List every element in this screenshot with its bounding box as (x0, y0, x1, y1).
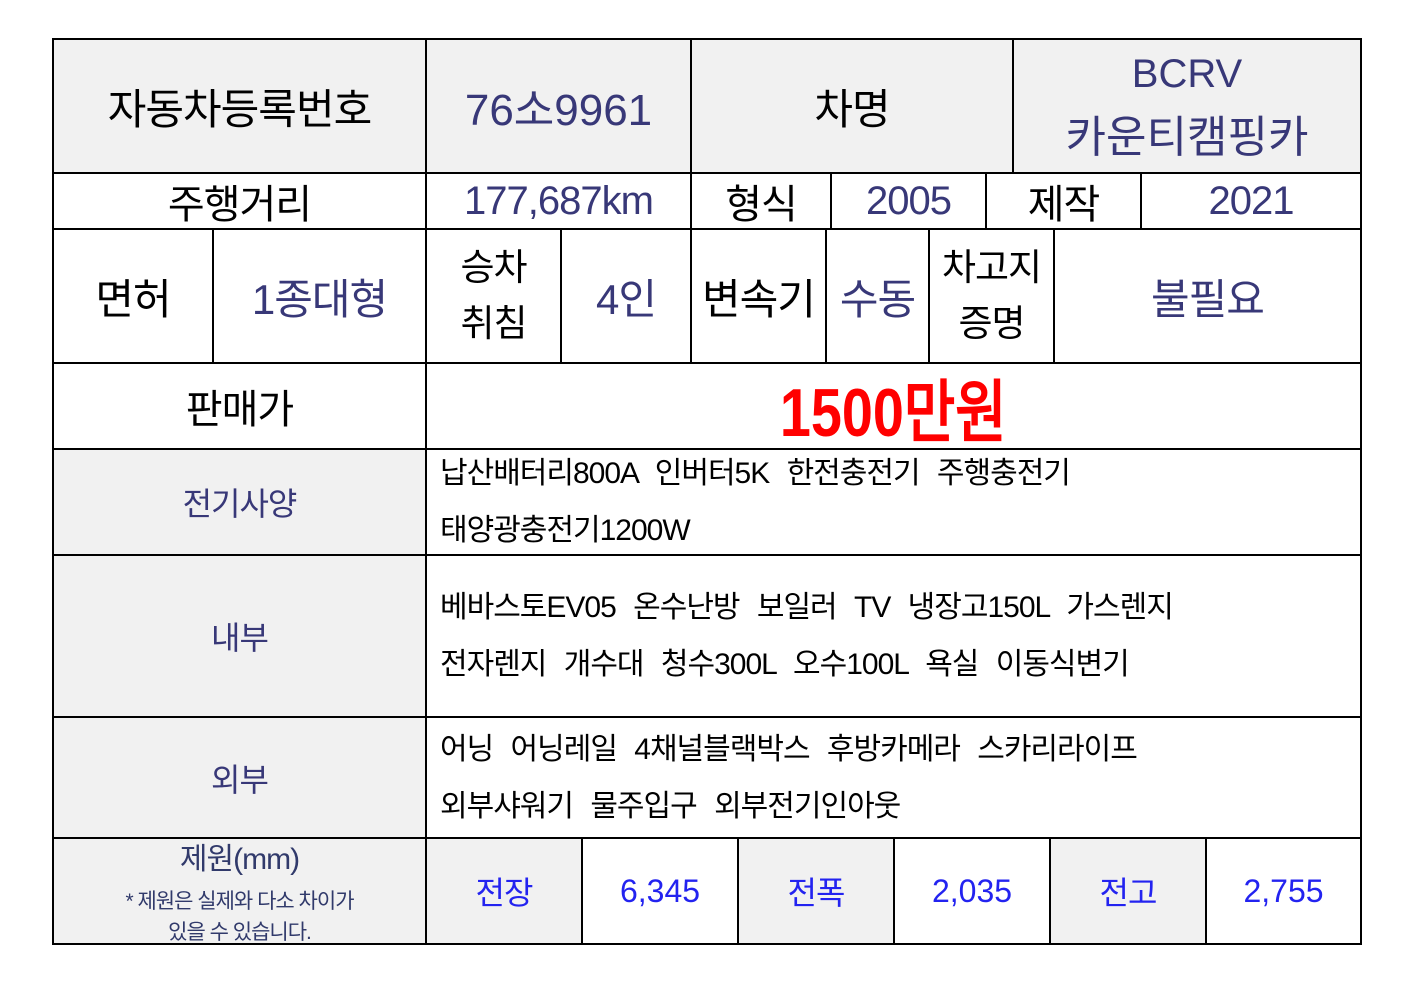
sleep-capacity-value: 4인 (560, 230, 690, 362)
exterior-content: 어닝 어닝레일 4채널블랙박스 후방카메라 스카리라이프 외부샤워기 물주입구 … (425, 718, 1360, 837)
exterior-line1: 어닝 어닝레일 4채널블랙박스 후방카메라 스카리라이프 (440, 732, 1138, 766)
electric-spec-label: 전기사양 (54, 450, 425, 554)
vehicle-name-label: 차명 (690, 40, 1012, 172)
vehicle-name-value: BCRV 카운티캠핑카 (1012, 40, 1360, 172)
garage-proof-value: 불필요 (1053, 230, 1360, 362)
mileage-label: 주행거리 (167, 183, 312, 227)
electric-spec-content: 납산배터리800A 인버터5K 한전충전기 주행충전기 태양광충전기1200W (425, 450, 1360, 554)
exterior-row: 외부 어닝 어닝레일 4채널블랙박스 후방카메라 스카리라이프 외부샤워기 물주… (54, 716, 1360, 837)
exterior-label: 외부 (54, 718, 425, 837)
model-type-label: 형식 (690, 174, 830, 228)
height-label: 전고 (1049, 839, 1205, 943)
electric-spec-line1: 납산배터리800A 인버터5K 한전충전기 주행충전기 (440, 457, 1071, 490)
model-type-value: 2005 (830, 174, 985, 228)
interior-label: 내부 (54, 556, 425, 716)
transmission-label: 변속기 (690, 230, 825, 362)
build-year-value: 2021 (1140, 174, 1360, 228)
width-label: 전폭 (737, 839, 893, 943)
interior-content: 베바스토EV05 온수난방 보일러 TV 냉장고150L 가스렌지 전자렌지 개… (425, 556, 1360, 716)
summary-row: 주행거리 177,687km 형식 2005 제작 2021 (54, 172, 1360, 228)
price-label: 판매가 (185, 388, 294, 432)
garage-proof-label: 차고지 증명 (928, 230, 1053, 362)
length-label: 전장 (425, 839, 581, 943)
reg-number-label: 자동차등록번호 (54, 40, 425, 172)
dimensions-title-cell: 제원(mm) * 제원은 실제와 다소 차이가 있을 수 있습니다. (54, 839, 425, 943)
electric-spec-line2: 태양광충전기1200W (440, 514, 691, 547)
length-value: 6,345 (581, 839, 737, 943)
build-year-label: 제작 (985, 174, 1140, 228)
interior-line2: 전자렌지 개수대 청수300L 오수100L 욕실 이동식변기 (440, 648, 1130, 681)
price-row: 판매가 1500만원 (54, 362, 1360, 448)
sleep-capacity-label: 승차 취침 (425, 230, 560, 362)
electric-spec-row: 전기사양 납산배터리800A 인버터5K 한전충전기 주행충전기 태양광충전기1… (54, 448, 1360, 554)
dimensions-note: * 제원은 실제와 다소 차이가 있을 수 있습니다. (125, 890, 354, 943)
price-value: 1500만원 (780, 374, 1007, 449)
interior-line1: 베바스토EV05 온수난방 보일러 TV 냉장고150L 가스렌지 (440, 591, 1174, 624)
license-row: 면허 1종대형 승차 취침 4인 변속기 수동 차고지 증명 불필요 (54, 228, 1360, 362)
width-value: 2,035 (893, 839, 1049, 943)
vehicle-spec-table: 자동차등록번호 76소9961 차명 BCRV 카운티캠핑카 주행거리 177,… (52, 38, 1362, 945)
license-label: 면허 (95, 275, 171, 323)
dimensions-title: 제원(mm) (179, 843, 300, 876)
interior-row: 내부 베바스토EV05 온수난방 보일러 TV 냉장고150L 가스렌지 전자렌… (54, 554, 1360, 716)
vehicle-name-line2: 카운티캠핑카 (1065, 113, 1309, 162)
mileage-value: 177,687km (425, 174, 690, 228)
registration-row: 자동차등록번호 76소9961 차명 BCRV 카운티캠핑카 (54, 40, 1360, 172)
price-value-cell: 1500만원 (425, 364, 1360, 448)
height-value: 2,755 (1205, 839, 1360, 943)
exterior-line2: 외부샤워기 물주입구 외부전기인아웃 (440, 789, 901, 823)
dimensions-row: 제원(mm) * 제원은 실제와 다소 차이가 있을 수 있습니다. 전장 6,… (54, 837, 1360, 943)
license-value: 1종대형 (212, 230, 425, 362)
transmission-value: 수동 (825, 230, 928, 362)
reg-number-value: 76소9961 (425, 40, 690, 172)
vehicle-name-line1: BCRV (1131, 52, 1243, 96)
